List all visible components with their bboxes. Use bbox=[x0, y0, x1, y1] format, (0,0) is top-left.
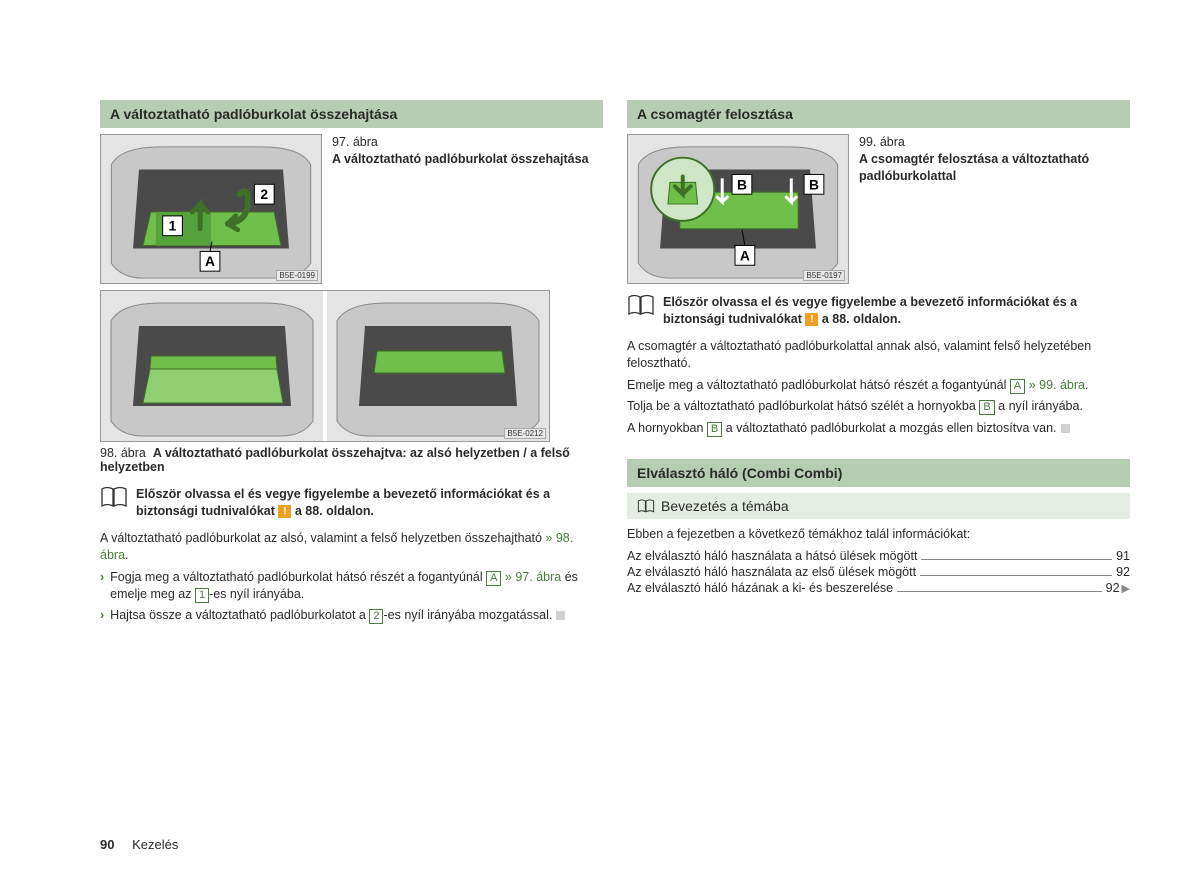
warning-icon: ! bbox=[278, 505, 291, 518]
body-text: A hornyokban B a változtatható padlóburk… bbox=[627, 420, 1130, 438]
chevron-icon: › bbox=[100, 569, 104, 604]
page-footer: 90 Kezelés bbox=[100, 837, 178, 852]
callout-ref: A bbox=[1010, 379, 1025, 394]
callout-ref: 2 bbox=[369, 609, 383, 624]
footer-section: Kezelés bbox=[132, 837, 178, 852]
figure-99-caption: 99. ábra A csomagtér felosztása a változ… bbox=[859, 134, 1130, 284]
book-icon bbox=[637, 499, 655, 513]
body-text: Tolja be a változtatható padlóburkolat h… bbox=[627, 398, 1130, 416]
book-icon bbox=[100, 486, 128, 511]
svg-text:B: B bbox=[737, 176, 747, 192]
toc-label: Az elválasztó háló házának a ki- és besz… bbox=[627, 581, 893, 595]
toc-intro: Ebben a fejezetben a következő témákhoz … bbox=[627, 527, 1130, 541]
figure-99-row: B B A B5E-0197 99. ábra A csomagtér felo… bbox=[627, 134, 1130, 284]
toc-row[interactable]: Az elválasztó háló használata az első ül… bbox=[627, 565, 1130, 579]
toc-label: Az elválasztó háló használata az első ül… bbox=[627, 565, 916, 579]
callout-ref: 1 bbox=[195, 588, 209, 603]
read-first-notice-left: Először olvassa el és vegye figyelembe a… bbox=[100, 486, 603, 520]
section-header-fold: A változtatható padlóburkolat összehajtá… bbox=[100, 100, 603, 128]
subsection-header-intro: Bevezetés a témába bbox=[627, 493, 1130, 519]
body-text: Emelje meg a változtatható padlóburkolat… bbox=[627, 377, 1130, 395]
callout-ref: B bbox=[707, 422, 722, 437]
figure-98-image: B5E-0212 bbox=[100, 290, 550, 442]
callout-ref: A bbox=[486, 571, 501, 586]
section-end-icon bbox=[1061, 424, 1070, 433]
toc-page: 92 bbox=[1106, 581, 1120, 595]
svg-text:1: 1 bbox=[169, 218, 177, 234]
figure-id: B5E-0199 bbox=[276, 270, 318, 281]
page-number: 90 bbox=[100, 837, 114, 852]
svg-text:2: 2 bbox=[260, 186, 268, 202]
body-text: A változtatható padlóburkolat az alsó, v… bbox=[100, 530, 603, 565]
toc-page: 91 bbox=[1116, 549, 1130, 563]
toc-leader bbox=[920, 575, 1112, 576]
section-header-divide: A csomagtér felosztása bbox=[627, 100, 1130, 128]
toc-page: 92 bbox=[1116, 565, 1130, 579]
figure-97-image: 1 2 A B5E-0199 bbox=[100, 134, 322, 284]
fig-ref-link[interactable]: » 99. ábra bbox=[1025, 378, 1085, 392]
toc-row[interactable]: Az elválasztó háló használata a hátsó ül… bbox=[627, 549, 1130, 563]
body-text: A csomagtér a változtatható padlóburkola… bbox=[627, 338, 1130, 373]
step-list: › Fogja meg a változtatható padlóburkola… bbox=[100, 569, 603, 625]
step-item: › Fogja meg a változtatható padlóburkola… bbox=[100, 569, 603, 604]
figure-97-caption: 97. ábra A változtatható padlóburkolat ö… bbox=[332, 134, 603, 284]
left-column: A változtatható padlóburkolat összehajtá… bbox=[100, 100, 603, 628]
warning-icon: ! bbox=[805, 313, 818, 326]
figure-id: B5E-0212 bbox=[504, 428, 546, 439]
section-end-icon bbox=[556, 611, 565, 620]
toc-leader bbox=[897, 591, 1102, 592]
continued-icon: ▶ bbox=[1122, 582, 1130, 595]
toc-row[interactable]: Az elválasztó háló házának a ki- és besz… bbox=[627, 581, 1130, 595]
book-icon bbox=[627, 294, 655, 319]
figure-98-caption: 98. ábra A változtatható padlóburkolat ö… bbox=[100, 446, 603, 474]
read-first-notice-right: Először olvassa el és vegye figyelembe a… bbox=[627, 294, 1130, 328]
step-item: › Hajtsa össze a változtatható padlóburk… bbox=[100, 607, 603, 625]
callout-ref: B bbox=[979, 400, 994, 415]
toc: Ebben a fejezetben a következő témákhoz … bbox=[627, 527, 1130, 595]
toc-leader bbox=[921, 559, 1112, 560]
svg-text:A: A bbox=[740, 247, 750, 263]
svg-text:B: B bbox=[809, 176, 819, 192]
right-column: A csomagtér felosztása B B bbox=[627, 100, 1130, 628]
section-header-net: Elválasztó háló (Combi Combi) bbox=[627, 459, 1130, 487]
figure-97-row: 1 2 A B5E-0199 97. ábra A változtatható … bbox=[100, 134, 603, 284]
chevron-icon: › bbox=[100, 607, 104, 625]
figure-99-image: B B A B5E-0197 bbox=[627, 134, 849, 284]
toc-label: Az elválasztó háló használata a hátsó ül… bbox=[627, 549, 917, 563]
figure-id: B5E-0197 bbox=[803, 270, 845, 281]
svg-text:A: A bbox=[205, 253, 215, 269]
fig-ref-link[interactable]: » 97. ábra bbox=[501, 570, 561, 584]
